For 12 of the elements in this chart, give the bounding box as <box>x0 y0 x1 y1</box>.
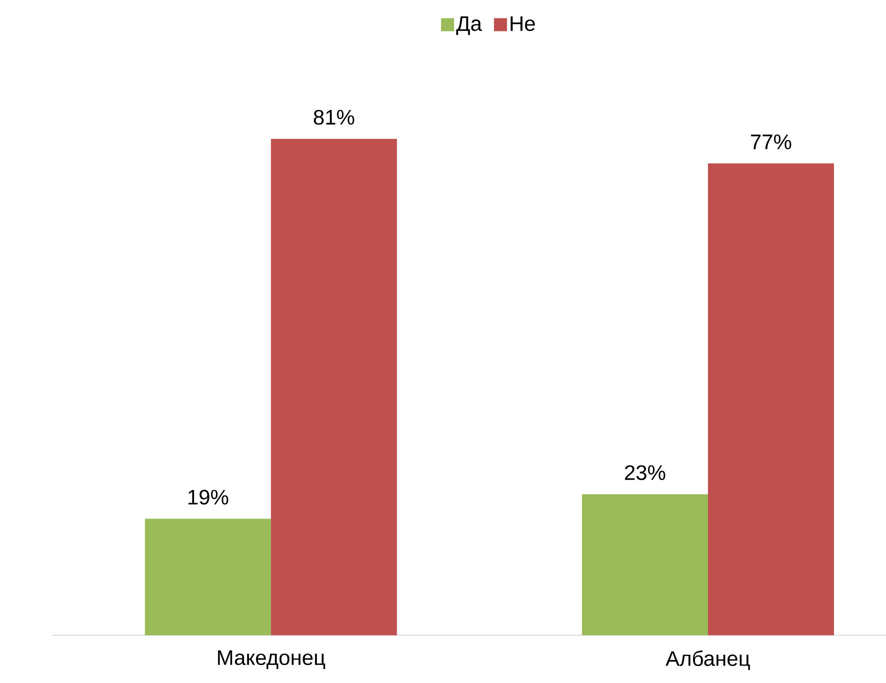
bar <box>708 163 834 636</box>
x-tick-label: Македонец <box>218 650 326 670</box>
bar <box>144 518 271 636</box>
data-label: 23% <box>624 465 666 480</box>
legend-label: Да <box>456 16 482 36</box>
x-tick-label: Албанец <box>666 650 750 670</box>
legend-label: Не <box>510 16 535 32</box>
data-label: 19% <box>188 490 228 505</box>
data-label: 81% <box>314 110 354 125</box>
bar <box>582 494 708 636</box>
data-label: 77% <box>751 134 792 150</box>
bar <box>270 138 397 636</box>
